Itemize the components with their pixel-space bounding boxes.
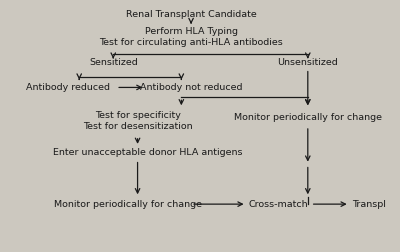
Text: Monitor periodically for change: Monitor periodically for change <box>54 200 202 209</box>
Text: Renal Transplant Candidate: Renal Transplant Candidate <box>126 10 256 19</box>
Text: Test for specificity: Test for specificity <box>95 111 180 120</box>
Text: Enter unacceptable donor HLA antigens: Enter unacceptable donor HLA antigens <box>52 148 242 157</box>
Text: Transpl: Transpl <box>352 200 386 209</box>
Text: Test for desensitization: Test for desensitization <box>83 122 192 132</box>
Text: Sensitized: Sensitized <box>89 58 138 67</box>
Text: Cross-match: Cross-match <box>249 200 308 209</box>
Text: Perform HLA Typing: Perform HLA Typing <box>144 26 238 36</box>
Text: Antibody not reduced: Antibody not reduced <box>140 83 242 92</box>
Text: Antibody reduced: Antibody reduced <box>26 83 110 92</box>
Text: Monitor periodically for change: Monitor periodically for change <box>234 113 382 122</box>
Text: Test for circulating anti-HLA antibodies: Test for circulating anti-HLA antibodies <box>99 38 283 47</box>
Text: Unsensitized: Unsensitized <box>278 58 338 67</box>
